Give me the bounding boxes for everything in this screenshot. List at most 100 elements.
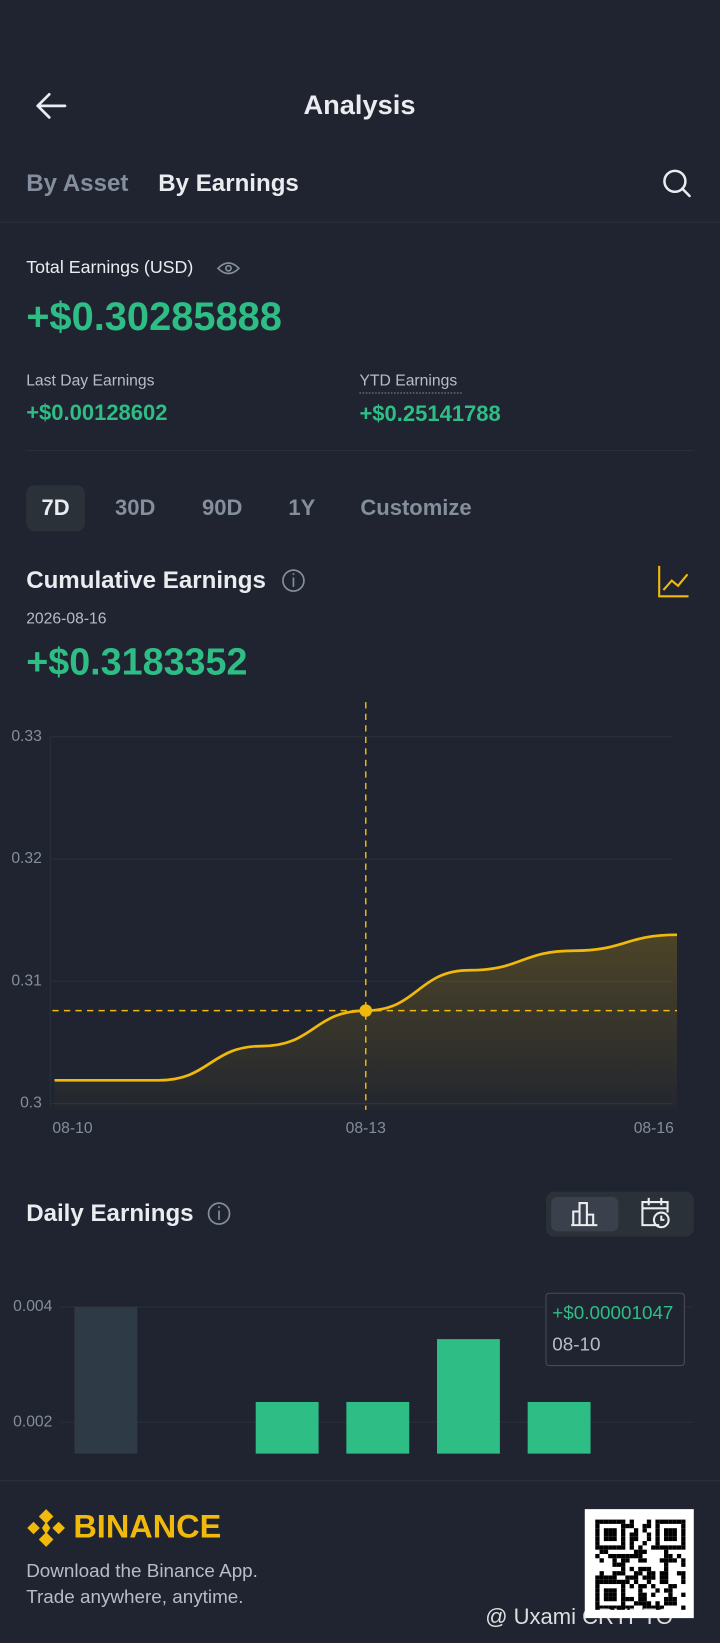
qr-module [608, 1536, 613, 1542]
qr-module [651, 1584, 656, 1589]
range-tab[interactable]: 90D [202, 495, 242, 520]
qr-module [608, 1575, 613, 1580]
footer-text: Trade anywhere, anytime. [26, 1586, 243, 1607]
qr-module [608, 1532, 613, 1537]
qr-module [646, 1566, 652, 1572]
range-tab[interactable]: Customize [360, 495, 471, 520]
y-tick-label: 0.004 [13, 1298, 53, 1315]
qr-module [646, 1519, 652, 1524]
qr-module [595, 1592, 600, 1597]
qr-module [672, 1596, 677, 1602]
qr-module [642, 1605, 647, 1610]
qr-module [621, 1605, 626, 1610]
tab[interactable]: By Asset [26, 170, 128, 197]
qr-module [608, 1553, 613, 1559]
back-button[interactable] [36, 92, 67, 119]
search-button[interactable] [663, 169, 691, 198]
qr-module [621, 1571, 626, 1576]
info-icon[interactable] [282, 569, 305, 592]
qr-module [595, 1545, 600, 1550]
qr-module [651, 1592, 656, 1597]
qr-module [676, 1553, 682, 1559]
eye-icon[interactable] [216, 262, 241, 275]
qr-module [642, 1592, 647, 1597]
qr-module [629, 1566, 634, 1572]
qr-module [681, 1541, 686, 1546]
qr-module [603, 1596, 609, 1602]
qr-module [646, 1575, 652, 1580]
qr-module [646, 1536, 652, 1542]
qr-module [629, 1532, 634, 1537]
qr-module [633, 1532, 639, 1537]
tab-active[interactable]: By Earnings [158, 170, 299, 197]
qr-module [668, 1519, 673, 1524]
qr-module [672, 1558, 677, 1563]
x-tick-label: 08-10 [52, 1120, 92, 1137]
area [54, 934, 678, 1110]
qr-module [608, 1605, 613, 1610]
qr-module [595, 1588, 600, 1593]
qr-module [608, 1519, 613, 1524]
watermark: @ Uxami CRYPTO [485, 1604, 673, 1629]
qr-module [646, 1605, 652, 1610]
tooltip [545, 1292, 685, 1367]
qr-module [651, 1545, 656, 1550]
qr-module [664, 1596, 669, 1602]
qr-module [664, 1601, 669, 1606]
range-tab[interactable]: 1Y [288, 495, 315, 520]
qr-module [599, 1549, 604, 1554]
qr-module [638, 1584, 643, 1589]
qr-module [599, 1545, 604, 1550]
qr-module [655, 1541, 660, 1546]
qr-module [664, 1566, 669, 1572]
qr-module [625, 1558, 630, 1563]
qr-module [659, 1519, 665, 1524]
tooltip-value: +$0.00001047 [552, 1302, 673, 1323]
qr-module [638, 1596, 643, 1602]
chart-toggle-icon[interactable] [658, 565, 689, 598]
qr-module [621, 1532, 626, 1537]
qr-module [668, 1592, 673, 1597]
cumulative-chart: 0.3 0.31 0.32 0.33 08-10 08-13 08-16 [11, 702, 678, 1137]
qr-module [664, 1532, 669, 1537]
qr-module [621, 1523, 626, 1529]
range-tab[interactable]: 30D [115, 495, 155, 520]
qr-module [621, 1601, 626, 1606]
qr-module [621, 1592, 626, 1597]
qr-module [625, 1523, 630, 1529]
selected-value: +$0.3183352 [26, 640, 247, 682]
view-toggle-active[interactable] [551, 1196, 619, 1232]
info-icon[interactable] [207, 1202, 231, 1225]
selected-date: 2026-08-16 [26, 611, 107, 628]
last-day-value: +$0.00128602 [26, 400, 167, 425]
qr-module [616, 1579, 622, 1585]
qr-module [633, 1553, 639, 1559]
qr-module [612, 1545, 617, 1550]
total-value: +$0.30285888 [26, 295, 282, 339]
ytd-label: YTD Earnings [359, 373, 457, 390]
qr-module [681, 1519, 686, 1524]
qr-module [629, 1536, 634, 1542]
qr-module [603, 1536, 609, 1542]
qr-module [681, 1605, 686, 1610]
qr-module [664, 1549, 669, 1554]
qr-module [608, 1596, 613, 1602]
range-tab-active[interactable]: 7D [41, 495, 69, 520]
qr-module [642, 1601, 647, 1606]
qr-module [668, 1545, 673, 1550]
qr-module [629, 1575, 634, 1580]
qr-module [659, 1545, 665, 1550]
calendar-icon[interactable] [641, 1197, 670, 1229]
qr-module [651, 1575, 656, 1580]
ytd-value: +$0.25141788 [359, 401, 500, 426]
qr-module [676, 1519, 682, 1524]
qr-module [612, 1592, 617, 1597]
qr-module [603, 1605, 609, 1610]
qr-module [672, 1545, 677, 1550]
qr-module [646, 1571, 652, 1576]
qr-module [612, 1532, 617, 1537]
qr-module [655, 1532, 660, 1537]
section-title: Daily Earnings [26, 1200, 193, 1227]
